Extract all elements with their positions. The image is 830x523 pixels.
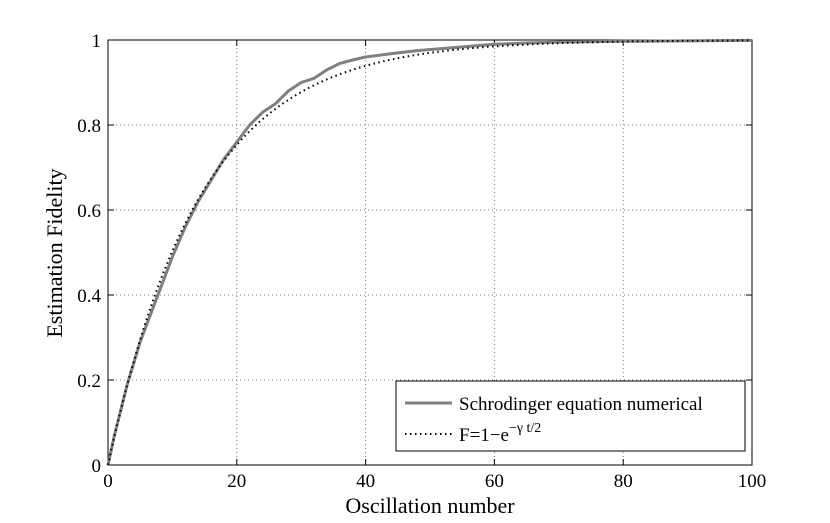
x-tick-label: 0 bbox=[103, 471, 113, 492]
legend-label-numerical: Schrodinger equation numerical bbox=[459, 394, 703, 415]
grid bbox=[108, 40, 752, 465]
x-tick-label: 100 bbox=[738, 471, 767, 492]
legend-label-fit: F=1−e−γ t/2 bbox=[459, 421, 541, 446]
y-tick-label: 1 bbox=[92, 31, 102, 52]
x-tick-label: 60 bbox=[485, 471, 504, 492]
y-tick-label: 0 bbox=[92, 456, 102, 477]
x-tick-label: 20 bbox=[227, 471, 246, 492]
x-tick-labels: 0 20 40 60 80 100 bbox=[103, 471, 766, 492]
y-tick-label: 0.8 bbox=[77, 116, 101, 137]
series-layer bbox=[106, 38, 753, 466]
y-tick-label: 0.6 bbox=[77, 201, 101, 222]
x-tick-label: 40 bbox=[356, 471, 375, 492]
y-tick-labels: 0 0.2 0.4 0.6 0.8 1 bbox=[77, 31, 101, 477]
y-tick-label: 0.2 bbox=[77, 371, 101, 392]
y-tick-label: 0.4 bbox=[77, 286, 101, 307]
x-tick-label: 80 bbox=[614, 471, 633, 492]
legend-box bbox=[395, 380, 746, 452]
plot-frame bbox=[107, 39, 753, 466]
series-numerical-line bbox=[106, 38, 753, 466]
axis-ticks bbox=[107, 39, 753, 466]
y-axis-label: Estimation Fidelity bbox=[42, 168, 67, 337]
x-axis-label: Oscillation number bbox=[345, 493, 515, 518]
legend: Schrodinger equation numerical F=1−e−γ t… bbox=[395, 380, 746, 452]
